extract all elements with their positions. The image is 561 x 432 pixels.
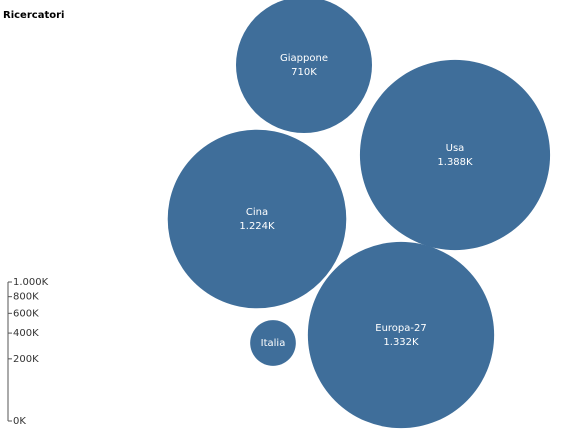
legend-tick-label: 600K [13,308,39,319]
legend-tick-label: 400K [13,328,39,339]
bubble-label: Cina [246,207,268,218]
value-label: 1.388K [437,157,473,168]
legend-tick-label: 0K [13,416,26,427]
bubble-label: Giappone [280,53,328,64]
legend-tick-label: 200K [13,354,39,365]
bubble-label: Usa [446,143,465,154]
chart-title: Ricercatori [3,10,64,21]
value-label: 710K [291,67,317,78]
bubble [236,0,372,133]
legend-tick-label: 800K [13,292,39,303]
bubble [359,59,551,251]
legend-tick-label: 1.000K [13,277,49,288]
value-label: 1.224K [239,221,275,232]
bubble-label: Europa-27 [375,323,426,334]
bubble [307,241,495,429]
bubble [250,320,296,366]
bubble [167,129,347,309]
value-label: 1.332K [383,337,419,348]
bubble-label: Italia [261,338,286,349]
